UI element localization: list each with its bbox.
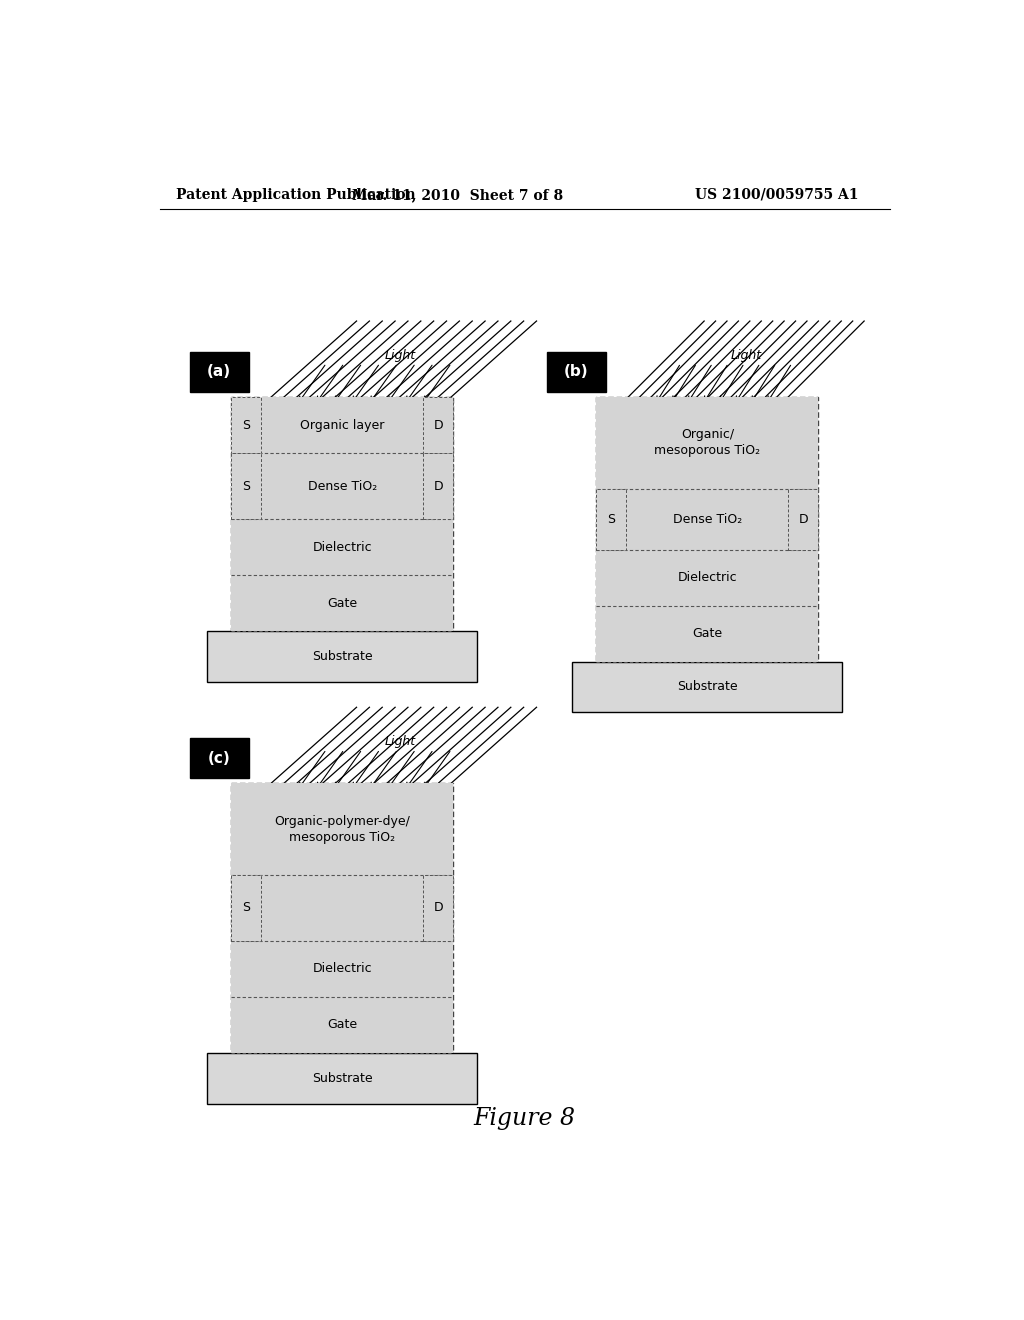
- Bar: [207, 631, 477, 682]
- Bar: [788, 488, 818, 549]
- Text: Dense TiO₂: Dense TiO₂: [307, 479, 377, 492]
- Bar: [231, 875, 261, 941]
- Bar: [596, 606, 818, 661]
- Text: S: S: [243, 479, 250, 492]
- Bar: [231, 997, 454, 1053]
- Text: Light: Light: [730, 348, 762, 362]
- Bar: [207, 1053, 477, 1104]
- Text: (b): (b): [564, 364, 589, 379]
- Bar: [231, 397, 454, 631]
- Bar: [423, 453, 454, 519]
- Text: Gate: Gate: [328, 597, 357, 610]
- Text: Organic-polymer-dye/
mesoporous TiO₂: Organic-polymer-dye/ mesoporous TiO₂: [274, 814, 411, 843]
- Text: S: S: [243, 418, 250, 432]
- Text: Light: Light: [384, 348, 416, 362]
- Text: D: D: [433, 479, 443, 492]
- Bar: [231, 519, 454, 576]
- Text: Dense TiO₂: Dense TiO₂: [673, 512, 742, 525]
- Bar: [231, 397, 454, 453]
- Text: Figure 8: Figure 8: [474, 1107, 575, 1130]
- Text: Organic/
mesoporous TiO₂: Organic/ mesoporous TiO₂: [654, 429, 761, 458]
- Text: Substrate: Substrate: [312, 1072, 373, 1085]
- Text: Substrate: Substrate: [312, 649, 373, 663]
- Text: D: D: [433, 902, 443, 915]
- Bar: [189, 351, 249, 392]
- Text: Gate: Gate: [328, 1019, 357, 1031]
- Text: D: D: [799, 512, 808, 525]
- Text: Dielectric: Dielectric: [312, 962, 372, 975]
- Bar: [231, 576, 454, 631]
- Text: Organic layer: Organic layer: [300, 418, 384, 432]
- Text: Substrate: Substrate: [677, 680, 737, 693]
- Text: Dielectric: Dielectric: [312, 541, 372, 553]
- Bar: [423, 397, 454, 453]
- Bar: [596, 488, 627, 549]
- Bar: [231, 784, 454, 1053]
- Text: Patent Application Publication: Patent Application Publication: [176, 187, 416, 202]
- Text: S: S: [243, 902, 250, 915]
- Text: US 2100/0059755 A1: US 2100/0059755 A1: [694, 187, 858, 202]
- Text: S: S: [607, 512, 615, 525]
- Text: Gate: Gate: [692, 627, 722, 640]
- Bar: [596, 397, 818, 488]
- Text: (a): (a): [207, 364, 231, 379]
- Text: (c): (c): [208, 751, 230, 766]
- Bar: [572, 661, 842, 713]
- Bar: [231, 941, 454, 997]
- Bar: [596, 488, 818, 549]
- Bar: [231, 784, 454, 875]
- Bar: [231, 397, 261, 453]
- Text: Dielectric: Dielectric: [678, 572, 737, 585]
- Bar: [596, 397, 818, 661]
- Text: Light: Light: [384, 735, 416, 748]
- Bar: [231, 453, 261, 519]
- Bar: [231, 875, 454, 941]
- Text: Mar. 11, 2010  Sheet 7 of 8: Mar. 11, 2010 Sheet 7 of 8: [352, 187, 563, 202]
- Text: D: D: [433, 418, 443, 432]
- Bar: [423, 875, 454, 941]
- Bar: [547, 351, 606, 392]
- Bar: [231, 453, 454, 519]
- Bar: [596, 549, 818, 606]
- Bar: [189, 738, 249, 779]
